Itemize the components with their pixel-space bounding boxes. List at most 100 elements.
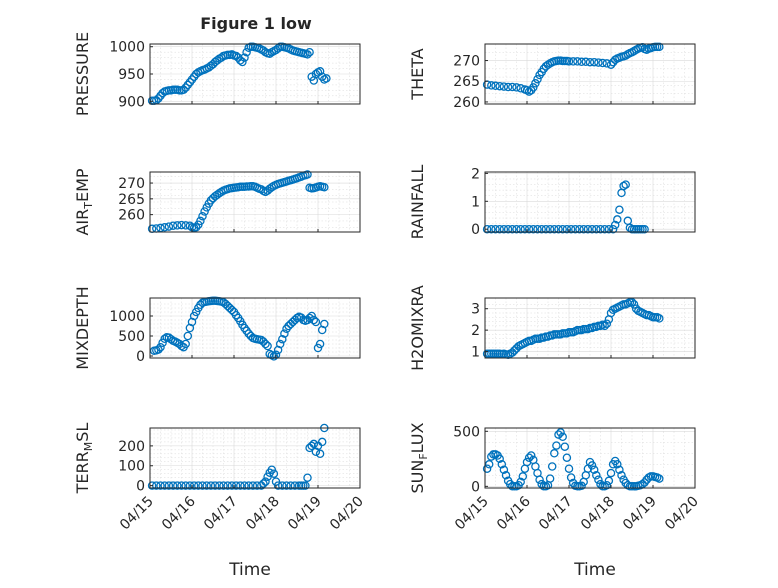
x-tick-label: 04/15: [117, 494, 157, 534]
data-point: [282, 481, 291, 490]
series-mixdepth: [149, 296, 329, 361]
y-tick-label: 1000: [109, 40, 145, 56]
data-point: [303, 50, 312, 59]
data-point: [541, 62, 551, 71]
y-tick-label: 0: [136, 479, 145, 495]
data-point: [554, 224, 563, 234]
data-point: [278, 481, 287, 490]
plot-area: [485, 172, 695, 232]
data-point: [529, 224, 538, 234]
data-point: [307, 311, 316, 321]
data-point: [263, 341, 272, 351]
data-point: [499, 465, 509, 475]
data-point: [269, 352, 279, 361]
subplot-h2omixra: 1 2 3 H2OMIXRA: [408, 285, 696, 371]
y-tick-label: 100: [118, 459, 145, 475]
y-tick-label: 950: [118, 67, 145, 83]
axes-box: [484, 297, 696, 359]
data-point: [210, 481, 220, 490]
data-point: [587, 461, 597, 470]
y-tick-label: 260: [118, 208, 145, 224]
y-tick-label: 265: [453, 74, 480, 90]
data-point: [533, 74, 542, 84]
data-point: [487, 81, 496, 90]
data-point: [198, 211, 207, 221]
data-point: [600, 321, 609, 331]
series-rainfall: [482, 180, 649, 234]
data-point: [516, 224, 525, 234]
data-point: [240, 53, 249, 62]
data-point: [621, 51, 630, 60]
data-point: [212, 56, 222, 65]
data-point: [562, 453, 572, 462]
series-theta: [482, 42, 664, 96]
data-point: [173, 221, 182, 230]
data-point: [543, 60, 553, 69]
data-point: [556, 428, 565, 437]
series-sun-flux: [482, 428, 664, 491]
data-point: [181, 339, 190, 349]
data-point: [615, 205, 624, 214]
data-point: [160, 481, 169, 490]
data-point: [550, 224, 559, 234]
data-point: [303, 473, 312, 482]
data-point: [181, 481, 190, 490]
data-point: [550, 449, 559, 458]
data-point: [191, 69, 201, 79]
data-point: [547, 462, 557, 471]
data-point: [640, 224, 649, 234]
data-point: [189, 311, 199, 321]
data-point: [562, 224, 572, 234]
data-point: [322, 74, 331, 83]
subplot-rainfall: 0 1 2 RAINFALL: [408, 165, 696, 240]
data-point: [606, 60, 616, 69]
data-point: [311, 447, 321, 457]
data-point: [558, 432, 567, 442]
data-point: [604, 476, 614, 486]
data-point: [564, 57, 574, 66]
data-point: [156, 342, 165, 352]
y-tick-label: 500: [118, 329, 145, 345]
data-point: [537, 224, 546, 234]
data-point: [524, 224, 534, 234]
y-tick-label: 3: [471, 302, 480, 318]
data-point: [177, 481, 186, 490]
axes-box: [484, 427, 696, 489]
data-point: [606, 468, 616, 478]
x-tick-label: 04/20: [662, 494, 702, 534]
data-point: [484, 460, 494, 469]
data-point: [191, 223, 201, 232]
data-point: [206, 481, 216, 490]
subplot-mixdepth: 0 500 1000 MIXDEPTH: [73, 286, 361, 370]
data-point: [545, 474, 555, 483]
y-tick-label: 260: [453, 95, 480, 111]
data-point: [510, 346, 519, 355]
data-point: [566, 473, 576, 482]
axes-box: [149, 297, 361, 359]
data-point: [290, 481, 300, 490]
axes-box: [484, 43, 696, 105]
x-tick-label: 04/15: [452, 494, 492, 534]
subplot-terr-msl: 0 100 200 04/15 04/16 04/17 04/18 04/19 04/20 TER…: [73, 423, 367, 534]
data-point: [173, 481, 182, 490]
data-point: [499, 82, 509, 91]
data-point: [280, 329, 289, 338]
subplot-sun-flux: 0 500 04/15 04/16 04/17 04/18 04/19 04/20 SUNFLU…: [408, 422, 702, 533]
data-point: [531, 79, 540, 88]
data-point: [305, 47, 314, 57]
data-point: [200, 207, 209, 216]
data-point: [259, 479, 268, 488]
data-point: [273, 481, 283, 490]
data-point: [592, 224, 601, 234]
y-tick-label: 500: [453, 424, 480, 440]
axes-box: [484, 171, 696, 233]
y-tick-label: 0: [471, 479, 480, 495]
data-point: [497, 460, 507, 469]
y-axis-label: RAINFALL: [408, 165, 427, 240]
x-tick-label: 04/17: [536, 494, 576, 534]
data-point: [512, 83, 521, 92]
data-point: [160, 223, 169, 232]
data-point: [244, 329, 253, 338]
x-tick-label: 04/19: [285, 494, 325, 534]
data-point: [602, 480, 612, 490]
